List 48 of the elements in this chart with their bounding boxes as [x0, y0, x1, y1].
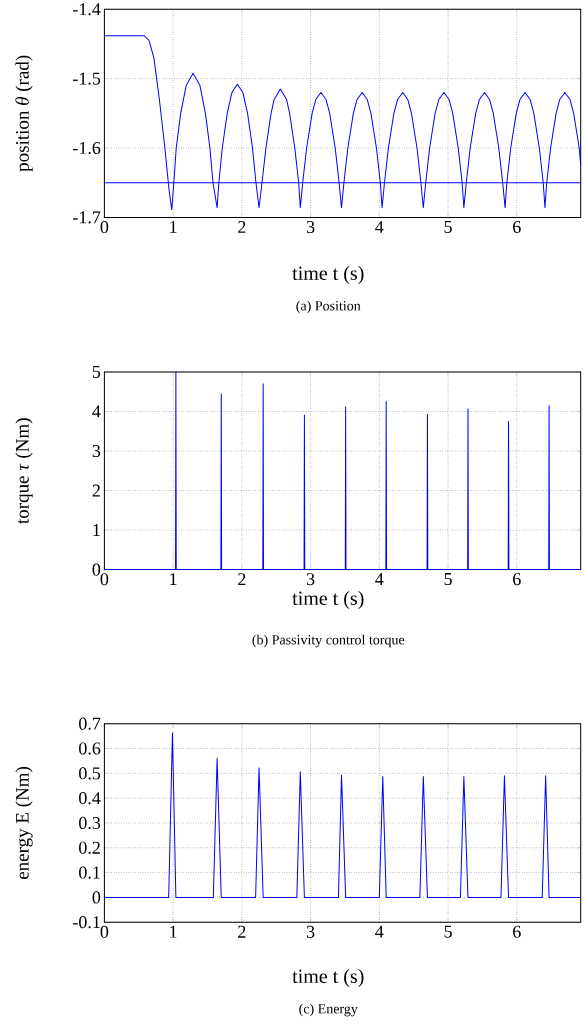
y-tick-label: 0.4 [79, 792, 101, 805]
y-tick-label: 0.1 [79, 866, 100, 879]
y-axis-title: energy E (Nm) [15, 767, 33, 880]
x-tick-label: 3 [306, 925, 315, 938]
x-tick-label: 1 [170, 925, 177, 938]
x-tick-label: 1 [170, 220, 177, 233]
x-tick-label: 5 [444, 573, 452, 586]
y-tick-label: 5 [92, 365, 101, 378]
x-tick-label: 2 [238, 925, 246, 938]
y-tick-label: 0.5 [79, 767, 101, 780]
x-tick-label: 2 [238, 573, 246, 586]
text: (b) Passivity control torque [252, 634, 405, 648]
text: (c) Energy [299, 1003, 358, 1017]
x-tick-label: 3 [306, 220, 315, 234]
x-tick-label: 2 [238, 220, 246, 233]
y-tick-label: 0.6 [79, 742, 101, 755]
y-tick-label: 3 [92, 444, 101, 458]
y-tick-label: 0.7 [79, 717, 101, 730]
x-tick-label: 3 [306, 573, 315, 586]
y-tick-label: 1 [93, 524, 100, 536]
x-axis-title: time t (s) [292, 968, 364, 988]
x-tick-label: 4 [375, 573, 384, 585]
y-tick-label: -1.4 [73, 3, 101, 16]
x-tick-label: 5 [444, 220, 452, 233]
y-tick-label: -1.5 [73, 72, 101, 85]
text: (a) Position [296, 300, 361, 314]
x-tick-label: 6 [513, 220, 521, 234]
y-tick-label: 2 [92, 484, 100, 497]
y-tick-label: 0 [92, 563, 101, 576]
x-tick-label: 6 [513, 925, 521, 938]
x-tick-label: 1 [170, 573, 177, 586]
x-tick-label: 0 [100, 573, 109, 586]
x-tick-label: 6 [513, 573, 521, 586]
x-tick-label: 0 [100, 925, 109, 938]
x-tick-label: 4 [375, 220, 384, 233]
y-axis-title: position θ (rad) [15, 55, 33, 172]
y-axis-title: torque τ (Nm) [15, 418, 33, 524]
y-tick-label: 0.2 [79, 841, 100, 854]
y-tick-label: -1.6 [73, 141, 101, 155]
y-tick-label: 0.3 [79, 816, 101, 830]
x-tick-label: 4 [375, 925, 384, 938]
x-tick-label: 5 [444, 925, 452, 938]
y-tick-label: -0.1 [73, 916, 100, 929]
y-tick-label: -1.7 [73, 211, 101, 224]
y-tick-label: 0 [92, 891, 101, 904]
y-tick-label: 4 [92, 405, 101, 418]
x-axis-title: time t (s) [292, 265, 364, 285]
x-axis-title: time t (s) [292, 590, 364, 610]
